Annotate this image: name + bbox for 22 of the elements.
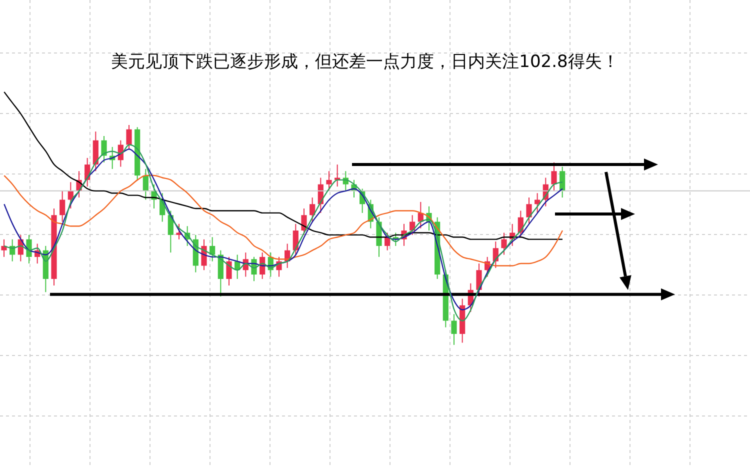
candlestick [176, 223, 182, 240]
candlestick [526, 197, 532, 224]
candlestick [1, 238, 7, 258]
candlestick [26, 234, 32, 264]
candlestick [126, 124, 132, 150]
candlestick [142, 168, 148, 200]
candlestick [310, 197, 316, 222]
candlestick [101, 135, 107, 163]
candlestick [334, 164, 340, 188]
candlestick [226, 256, 232, 286]
candlestick [301, 208, 307, 236]
candlestick [534, 192, 540, 214]
candlestick [501, 232, 507, 256]
candlestick [326, 170, 332, 192]
candlestick [384, 232, 390, 251]
candlestick [451, 314, 457, 346]
chart-title: 美元见顶下跌已逐步形成，但还差一点力度，日内关注102.8得失！ [110, 51, 620, 73]
candlestick [560, 166, 566, 198]
candlestick [60, 190, 66, 222]
candlestick [410, 214, 416, 236]
candlestick [551, 162, 557, 192]
candlestick [292, 223, 298, 256]
